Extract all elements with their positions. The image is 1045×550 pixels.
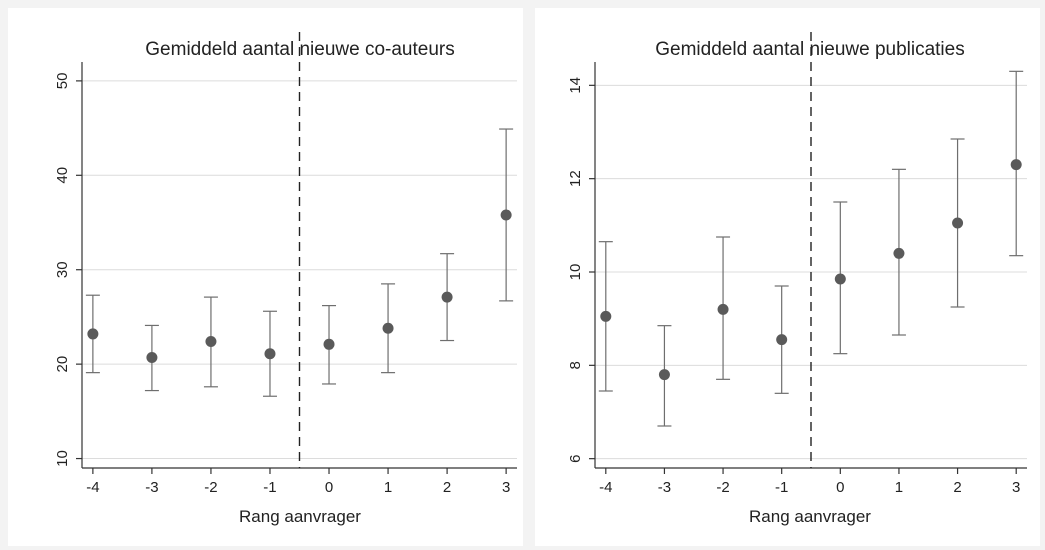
data-point — [323, 338, 335, 350]
x-tick-label: -3 — [145, 479, 158, 496]
data-point — [264, 348, 276, 360]
x-tick-label: 1 — [384, 479, 392, 496]
x-axis-label: Rang aanvrager — [749, 507, 871, 526]
data-point — [658, 369, 670, 381]
y-tick-label: 10 — [54, 450, 71, 467]
y-tick-label: 10 — [567, 264, 584, 281]
panel-co-authors: Gemiddeld aantal nieuwe co-auteurs Rang … — [8, 8, 523, 546]
x-tick-label: -2 — [716, 479, 729, 496]
x-tick-label: -1 — [775, 479, 788, 496]
x-tick-label: 0 — [836, 479, 844, 496]
x-tick-label: 0 — [325, 479, 333, 496]
data-point — [834, 273, 846, 285]
data-point — [441, 291, 453, 303]
data-point — [87, 328, 99, 340]
data-point — [382, 322, 394, 334]
x-tick-label: -4 — [86, 479, 99, 496]
data-point — [952, 217, 964, 229]
data-point — [776, 334, 788, 346]
y-tick-label: 30 — [54, 261, 71, 278]
x-tick-label: 3 — [502, 479, 510, 496]
y-tick-label: 6 — [567, 454, 584, 462]
x-tick-label: 2 — [953, 479, 961, 496]
chart-title: Gemiddeld aantal nieuwe publicaties — [655, 39, 964, 60]
x-tick-label: -2 — [204, 479, 217, 496]
y-tick-label: 20 — [54, 356, 71, 373]
data-point — [500, 209, 512, 221]
y-tick-label: 14 — [567, 77, 584, 94]
panel-background — [8, 8, 523, 546]
y-tick-label: 12 — [567, 170, 584, 187]
x-tick-label: 3 — [1012, 479, 1020, 496]
data-point — [146, 352, 158, 364]
y-tick-label: 50 — [54, 73, 71, 90]
data-point — [717, 303, 729, 315]
x-tick-label: 2 — [443, 479, 451, 496]
x-tick-label: -4 — [599, 479, 612, 496]
x-tick-label: -3 — [658, 479, 671, 496]
panel-background — [535, 8, 1040, 546]
x-tick-label: 1 — [895, 479, 903, 496]
x-axis-label: Rang aanvrager — [239, 507, 361, 526]
y-tick-label: 8 — [567, 361, 584, 369]
data-point — [893, 247, 905, 259]
data-point — [600, 310, 612, 322]
y-tick-label: 40 — [54, 167, 71, 184]
data-point — [1010, 159, 1022, 171]
x-tick-label: -1 — [263, 479, 276, 496]
data-point — [205, 335, 217, 347]
panel-publications: Gemiddeld aantal nieuwe publicaties Rang… — [535, 8, 1040, 546]
